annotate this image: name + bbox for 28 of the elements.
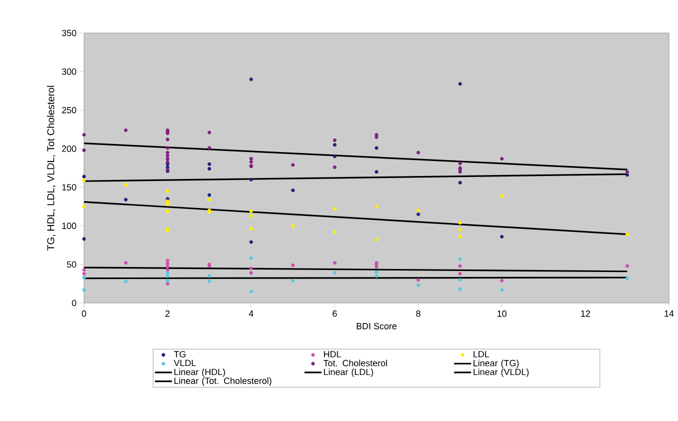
- x-tick-label: 14: [664, 310, 674, 317]
- legend-label: LDL: [474, 351, 490, 358]
- y-axis-title: TG, HDL, LDL, VLDL, Tot Cholesterol: [46, 86, 56, 251]
- y-tick-label: 150: [62, 184, 76, 190]
- legend-label: HDL: [324, 351, 341, 358]
- y-tick-label: 300: [62, 68, 76, 75]
- x-tick-label: 6: [332, 310, 337, 317]
- x-tick-label: 2: [166, 310, 170, 317]
- legend-label: Linear (Tot. Cholesterol): [174, 377, 272, 386]
- y-tick-label: 200: [62, 146, 76, 152]
- legend-label: VLDL: [174, 360, 196, 366]
- legend-label: Linear (VLDL): [474, 368, 529, 377]
- legend-label: Linear (LDL): [324, 368, 374, 377]
- x-tick-label: 0: [82, 310, 86, 317]
- x-tick-label: 12: [581, 310, 590, 317]
- y-tick-label: 350: [62, 30, 76, 36]
- x-tick-label: 10: [498, 310, 506, 317]
- legend-label: Tot. Cholesterol: [324, 360, 387, 366]
- y-tick-label: 250: [62, 106, 76, 114]
- x-tick-label: 4: [248, 310, 254, 317]
- legend-label: Linear (HDL): [174, 368, 225, 377]
- legend-label: TG: [174, 351, 186, 358]
- x-axis-title: BDI Score: [356, 322, 397, 330]
- legend-label: Linear (TG): [474, 360, 519, 368]
- x-tick-label: 8: [416, 310, 420, 317]
- y-tick-label: 100: [62, 222, 76, 230]
- y-tick-label: 0: [72, 300, 76, 306]
- y-tick-label: 50: [66, 261, 76, 268]
